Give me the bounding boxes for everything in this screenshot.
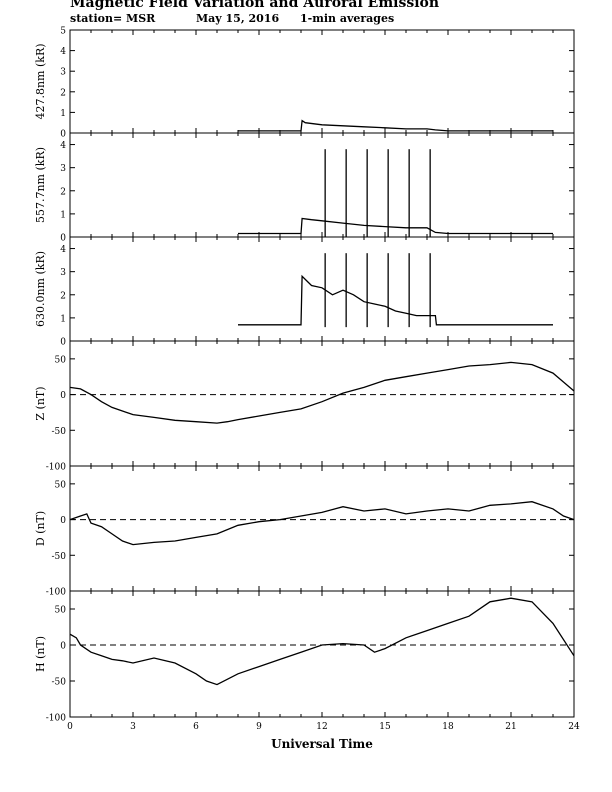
- x-tick-label: 15: [379, 722, 391, 732]
- x-tick-label: 9: [256, 722, 262, 732]
- x-tick-label: 0: [67, 722, 73, 732]
- y-tick-label: -100: [46, 463, 66, 473]
- averaging-label: 1-min averages: [300, 12, 395, 25]
- y-tick-label: 50: [55, 355, 67, 365]
- y-tick-label: 0: [60, 234, 66, 244]
- y-axis-label: 427.8nm (kR): [34, 43, 47, 119]
- panel-frame: [69, 340, 575, 467]
- y-tick-label: -50: [52, 427, 67, 437]
- panel-frame: [69, 29, 575, 134]
- y-tick-label: 2: [60, 88, 66, 98]
- series-line: [69, 501, 575, 546]
- panel-frame: [69, 590, 575, 718]
- y-tick-label: 1: [60, 210, 66, 220]
- series-line: [238, 119, 553, 132]
- y-axis-label: H (nT): [34, 636, 47, 672]
- y-tick-label: 4: [60, 245, 66, 255]
- x-axis-label: Universal Time: [271, 737, 373, 751]
- y-tick-label: 4: [60, 141, 66, 151]
- y-axis-label: D (nT): [34, 511, 47, 546]
- y-tick-label: 50: [55, 480, 67, 490]
- x-tick-label: 18: [442, 722, 454, 732]
- y-tick-label: -50: [52, 552, 67, 562]
- x-tick-label: 24: [568, 722, 580, 732]
- x-tick-label: 12: [316, 722, 327, 732]
- x-tick-label: 3: [130, 722, 136, 732]
- y-tick-label: 0: [60, 338, 66, 348]
- series-line: [238, 274, 553, 326]
- y-tick-label: 4: [60, 47, 66, 57]
- date-label: May 15, 2016: [196, 12, 280, 25]
- y-tick-label: -100: [46, 588, 66, 598]
- series-line: [238, 217, 553, 235]
- station-label: station= MSR: [70, 12, 156, 25]
- y-tick-label: 1: [60, 109, 66, 119]
- panel-frame: [69, 465, 575, 592]
- y-tick-label: 0: [60, 391, 66, 401]
- y-axis-label: 630.0nm (kR): [34, 251, 47, 327]
- x-tick-label: 21: [505, 722, 516, 732]
- y-tick-label: 5: [60, 27, 66, 37]
- series-line: [69, 361, 575, 424]
- x-tick-label: 6: [193, 722, 199, 732]
- y-tick-label: 2: [60, 187, 66, 197]
- y-axis-label: 557.7nm (kR): [34, 147, 47, 223]
- y-tick-label: 3: [60, 268, 66, 278]
- page-title: Magnetic Field Variation and Auroral Emi…: [70, 0, 440, 11]
- y-axis-label: Z (nT): [34, 386, 47, 420]
- series-line: [69, 597, 575, 686]
- y-tick-label: 50: [55, 606, 67, 616]
- y-tick-label: 2: [60, 291, 66, 301]
- y-tick-label: -100: [46, 714, 66, 724]
- y-tick-label: 0: [60, 130, 66, 140]
- y-tick-label: 1: [60, 314, 66, 324]
- y-tick-label: -50: [52, 678, 67, 688]
- y-tick-label: 0: [60, 642, 66, 652]
- y-tick-label: 3: [60, 68, 66, 78]
- y-tick-label: 0: [60, 516, 66, 526]
- y-tick-label: 3: [60, 164, 66, 174]
